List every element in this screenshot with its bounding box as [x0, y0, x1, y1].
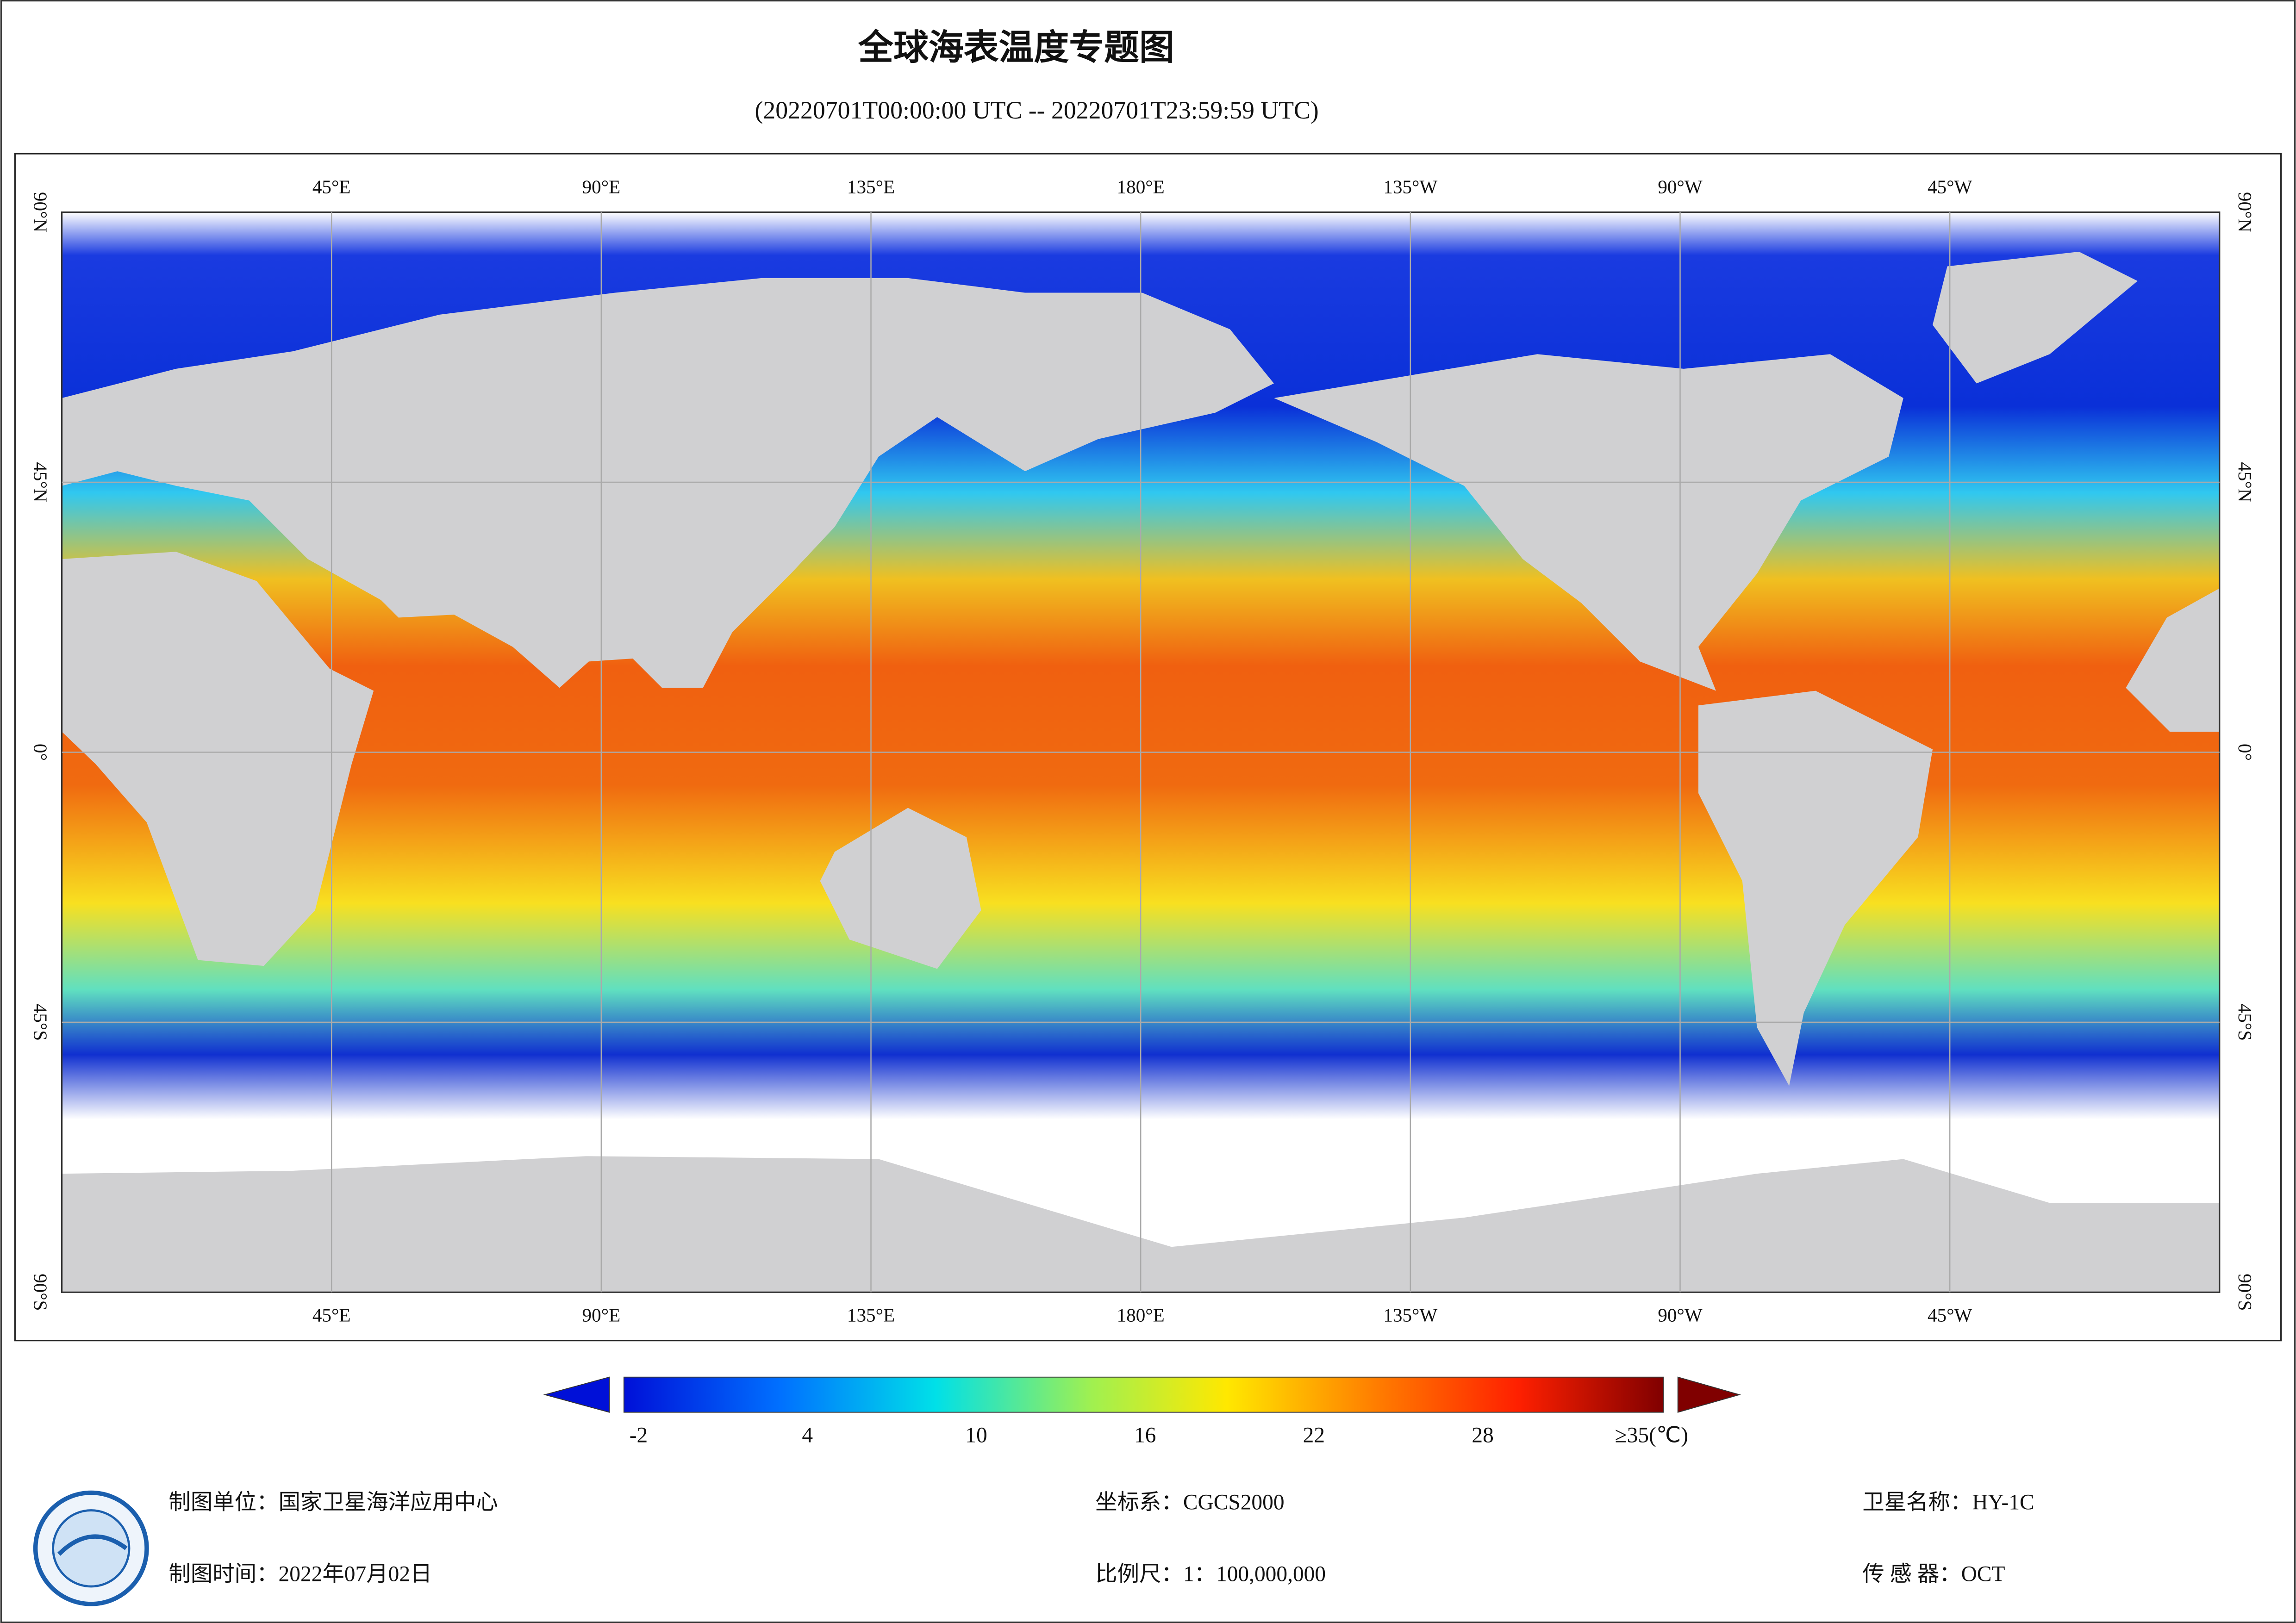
colorbar-labels: -2 4 10 16 22 28 ≥35(℃)	[630, 1423, 1688, 1447]
colorbar-label: 10	[965, 1423, 987, 1447]
lon-label-bottom: 90°W	[1658, 1305, 1703, 1326]
colorbar	[623, 1376, 1664, 1413]
lon-label-bottom: 135°E	[847, 1305, 895, 1326]
lon-label-bottom: 90°E	[582, 1305, 621, 1326]
lat-label-right: 90°S	[2234, 1274, 2256, 1311]
colorbar-label: 28	[1472, 1423, 1493, 1447]
subtitle: (20220701T00:00:00 UTC -- 20220701T23:59…	[755, 96, 1319, 124]
lon-label-top: 45°E	[312, 176, 351, 197]
lat-label-left: 0°	[30, 744, 51, 761]
colorbar-min-arrow	[543, 1376, 610, 1413]
lon-label-bottom: 135°W	[1383, 1305, 1437, 1326]
colorbar-max-arrow	[1677, 1376, 1741, 1413]
sensor: 传 感 器：OCT	[1862, 1562, 2005, 1586]
lon-label-top: 135°W	[1383, 176, 1437, 197]
lon-label-bottom: 45°E	[312, 1305, 351, 1326]
lon-label-bottom: 45°W	[1928, 1305, 1972, 1326]
colorbar-label: 22	[1303, 1423, 1325, 1447]
lat-label-right: 45°N	[2234, 462, 2256, 502]
colorbar-label: -2	[630, 1423, 648, 1447]
production-date: 制图时间：2022年07月02日	[168, 1562, 432, 1586]
lat-label-right: 45°S	[2234, 1004, 2256, 1041]
lat-label-right: 0°	[2234, 744, 2256, 761]
lat-label-left: 90°S	[30, 1274, 51, 1311]
title: 全球海表温度专题图	[858, 27, 1174, 68]
lon-label-top: 180°E	[1117, 176, 1165, 197]
north-america	[1273, 354, 1903, 691]
lon-label-bottom: 180°E	[1117, 1305, 1165, 1326]
colorbar-label: 16	[1134, 1423, 1156, 1447]
south-america	[1698, 690, 1933, 1086]
coordinate-system: 坐标系：CGCS2000	[1095, 1491, 1284, 1515]
graticule: 45°E 45°E 90°E 90°E 135°E 135°E 180°E 180°E 135°…	[30, 176, 2256, 1325]
lon-label-top: 90°W	[1658, 176, 1703, 197]
lat-label-left: 45°N	[30, 462, 51, 502]
australia	[820, 808, 981, 969]
lon-label-top: 90°E	[582, 176, 621, 197]
logo	[33, 1490, 149, 1606]
map-frame	[14, 153, 2282, 1342]
greenland	[1932, 251, 2138, 384]
africa	[62, 552, 374, 966]
colorbar-label: ≥35(℃)	[1615, 1423, 1688, 1447]
lat-label-left: 45°S	[30, 1004, 51, 1041]
lon-label-top: 45°W	[1928, 176, 1972, 197]
lon-label-top: 135°E	[847, 176, 895, 197]
map-scale: 比例尺：1：100,000,000	[1095, 1562, 1326, 1586]
eurasia	[62, 278, 1274, 688]
lat-label-right: 90°N	[2234, 192, 2256, 232]
satellite: 卫星名称：HY-1C	[1862, 1491, 2034, 1515]
lat-label-left: 90°N	[30, 192, 51, 232]
west-africa	[2126, 588, 2220, 732]
producer: 制图单位：国家卫星海洋应用中心	[168, 1491, 498, 1515]
colorbar-label: 4	[802, 1423, 813, 1447]
